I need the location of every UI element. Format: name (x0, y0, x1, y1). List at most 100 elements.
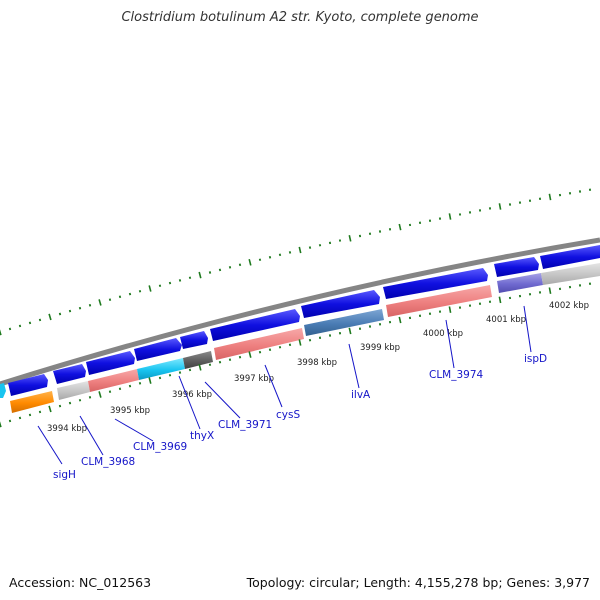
major-tick (498, 296, 502, 304)
gene-label-cyss[interactable]: cysS (276, 409, 300, 421)
reverse-gene-block[interactable] (497, 273, 543, 293)
kbp-tick-label: 4002 kbp (549, 301, 589, 311)
minor-tick (68, 309, 72, 313)
minor-tick (108, 390, 112, 393)
major-tick (298, 339, 302, 346)
minor-tick (268, 348, 272, 352)
gene-label-clm-3971[interactable]: CLM_3971 (218, 419, 272, 431)
kbp-tick-label: 3998 kbp (297, 358, 337, 368)
minor-tick (308, 246, 312, 249)
minor-tick (258, 258, 262, 262)
minor-tick (228, 266, 232, 269)
minor-tick (18, 416, 22, 420)
forward-gene-arrow[interactable] (0, 383, 6, 398)
map-title: Clostridium botulinum A2 str. Kyoto, com… (121, 10, 479, 25)
gene-label-ispd[interactable]: ispD (524, 353, 547, 365)
gene-label-clm-3969[interactable]: CLM_3969 (133, 441, 187, 453)
forward-gene-arrow[interactable] (540, 245, 600, 269)
minor-tick (8, 327, 12, 331)
major-tick (98, 391, 102, 398)
minor-tick (58, 312, 62, 316)
minor-tick (138, 382, 142, 385)
minor-tick (8, 419, 12, 423)
reverse-gene-block[interactable] (88, 369, 139, 392)
minor-tick (208, 363, 212, 367)
minor-tick (178, 279, 182, 282)
outer-tick-track (0, 188, 592, 336)
minor-tick (28, 413, 32, 417)
minor-tick (268, 255, 272, 259)
minor-tick (18, 324, 22, 328)
forward-strand-genes (0, 245, 600, 398)
minor-tick (238, 355, 242, 359)
major-tick (248, 351, 252, 358)
major-tick (0, 329, 2, 336)
major-tick (398, 223, 402, 231)
major-tick (148, 377, 152, 384)
gene-label-ilva[interactable]: ilvA (351, 389, 371, 401)
forward-gene-arrow[interactable] (210, 309, 300, 341)
gene-label-clm-3968[interactable]: CLM_3968 (81, 456, 135, 468)
reverse-gene-block[interactable] (304, 309, 384, 336)
forward-gene-arrow[interactable] (383, 268, 488, 299)
minor-tick (118, 387, 122, 391)
genome-backbone (0, 237, 600, 387)
minor-tick (168, 373, 172, 377)
minor-tick (88, 396, 92, 399)
forward-gene-arrow[interactable] (86, 351, 135, 375)
minor-tick (188, 276, 192, 280)
minor-tick (108, 298, 112, 301)
minor-tick (38, 410, 42, 414)
major-tick (48, 313, 52, 321)
minor-tick (228, 358, 232, 361)
accession-text: Accession: NC_012563 (9, 575, 152, 590)
reverse-gene-block[interactable] (57, 381, 90, 400)
reverse-gene-block[interactable] (214, 328, 304, 360)
major-tick (298, 246, 302, 254)
forward-gene-arrow[interactable] (134, 338, 182, 361)
major-tick (548, 193, 552, 201)
major-tick (448, 213, 452, 220)
forward-gene-arrow[interactable] (180, 331, 208, 349)
minor-tick (218, 360, 222, 364)
gene-label-sigh[interactable]: sigH (53, 469, 76, 481)
kbp-tick-labels: 3994 kbp 3995 kbp 3996 kbp 3997 kbp 3998… (47, 301, 589, 434)
major-tick (348, 327, 352, 335)
reverse-gene-block[interactable] (183, 351, 213, 369)
minor-tick (208, 271, 212, 274)
minor-tick (188, 368, 192, 372)
kbp-tick-label: 4000 kbp (423, 329, 463, 339)
major-tick (148, 285, 152, 292)
gene-labels: sigH CLM_3968 CLM_3969 thyX CLM_3971 cys… (53, 353, 547, 481)
reverse-gene-block[interactable] (137, 358, 185, 380)
forward-gene-arrow[interactable] (53, 364, 86, 384)
minor-tick (128, 292, 132, 296)
major-tick (548, 287, 552, 294)
kbp-tick-label: 3999 kbp (360, 343, 400, 353)
gene-label-clm-3974[interactable]: CLM_3974 (429, 369, 484, 381)
kbp-tick-label: 3997 kbp (234, 374, 274, 384)
reverse-gene-block[interactable] (386, 285, 492, 317)
minor-tick (58, 404, 62, 408)
inner-tick-track (0, 282, 592, 428)
major-tick (248, 259, 252, 266)
minor-tick (38, 318, 42, 322)
major-tick (498, 203, 502, 210)
reverse-strand-genes (10, 263, 600, 413)
major-tick (0, 421, 2, 428)
reverse-gene-block[interactable] (10, 391, 54, 413)
forward-gene-arrow[interactable] (8, 374, 48, 396)
kbp-tick-label: 4001 kbp (486, 315, 526, 325)
kbp-tick-label: 3994 kbp (47, 424, 87, 434)
forward-gene-arrow[interactable] (494, 257, 539, 277)
minor-tick (138, 289, 142, 293)
minor-tick (68, 401, 72, 405)
minor-tick (28, 321, 32, 325)
gene-label-thyx[interactable]: thyX (190, 430, 214, 442)
genome-summary-text: Topology: circular; Length: 4,155,278 bp… (246, 575, 590, 590)
minor-tick (258, 350, 262, 354)
reverse-gene-block[interactable] (541, 263, 600, 285)
forward-gene-arrow[interactable] (301, 290, 380, 318)
minor-tick (278, 345, 282, 349)
